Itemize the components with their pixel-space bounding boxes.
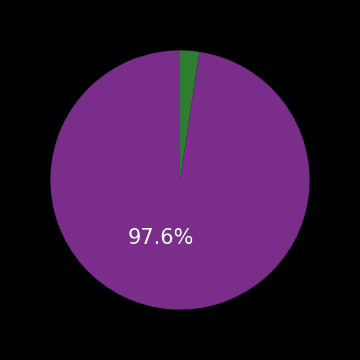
Wedge shape — [180, 50, 199, 180]
Text: 97.6%: 97.6% — [127, 228, 194, 248]
Wedge shape — [50, 50, 310, 310]
